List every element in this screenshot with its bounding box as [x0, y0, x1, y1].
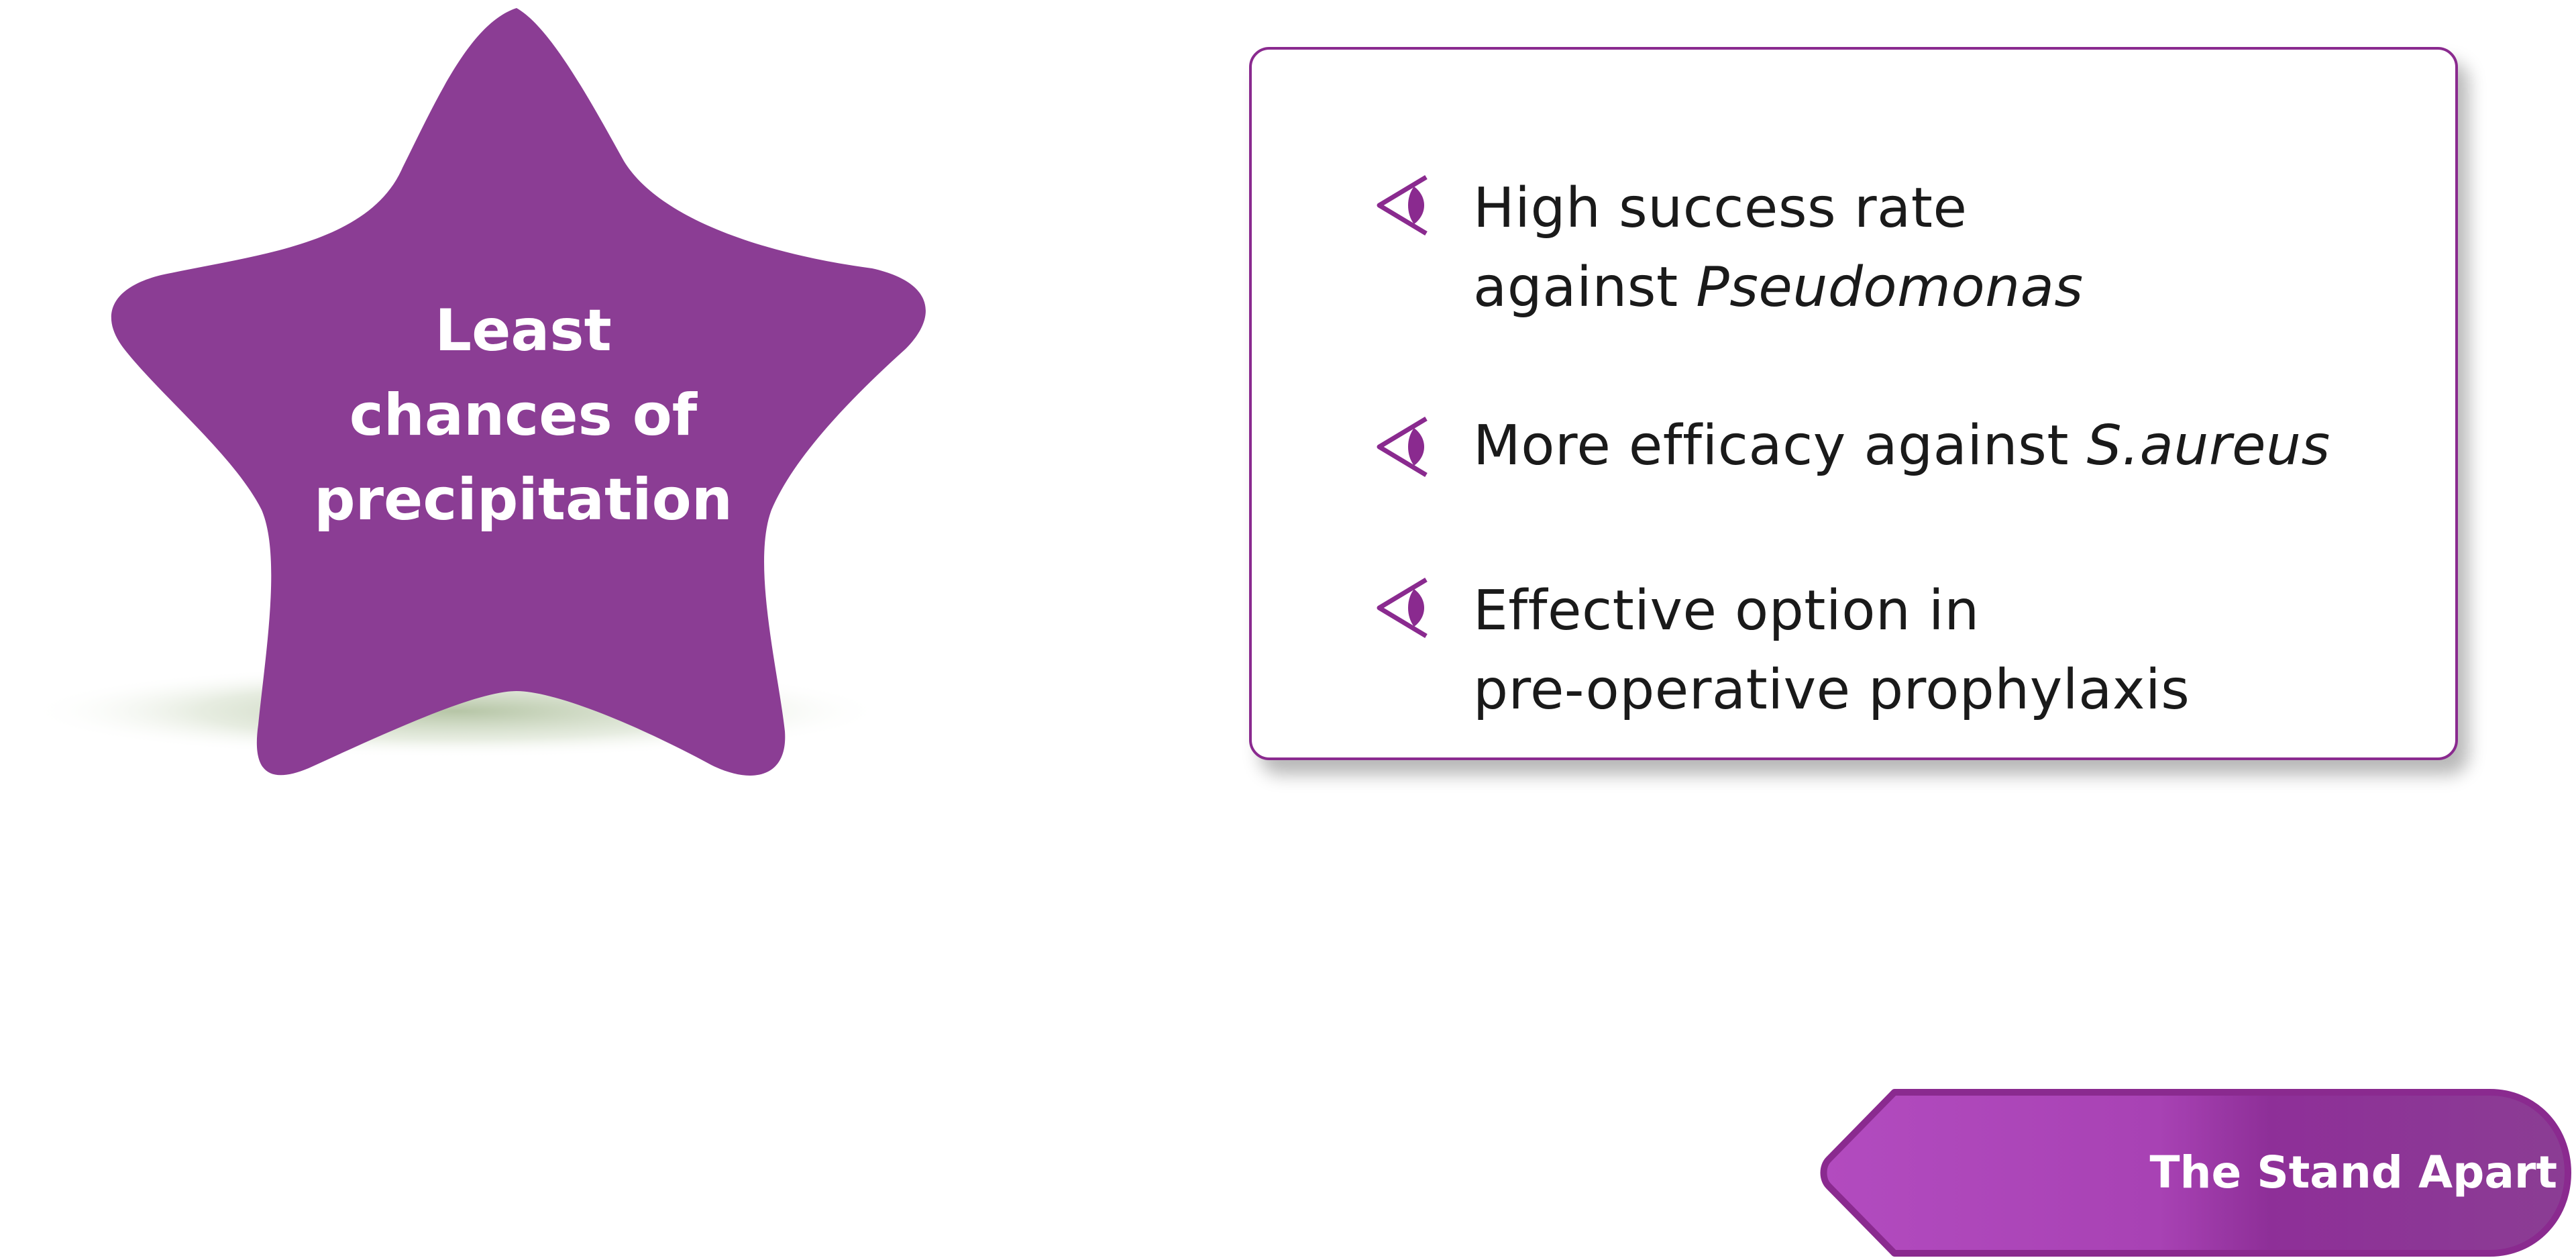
- eye-arrow-icon: [1377, 577, 1428, 639]
- benefit-text: More efficacy against S.aureus: [1473, 407, 2412, 486]
- eye-arrow-icon: [1377, 416, 1428, 478]
- star-caption-line2: chances of: [349, 382, 698, 449]
- benefit-line-italic: S.aureus: [2086, 414, 2330, 478]
- benefit-line: against Pseudomonas: [1473, 248, 2412, 327]
- benefit-line-text: More efficacy against: [1473, 414, 2087, 478]
- tagline-badge: The Stand Apart Antibiotic: [1819, 1087, 2573, 1259]
- benefit-text: Effective option in pre-operative prophy…: [1473, 572, 2412, 730]
- benefit-line-italic: Pseudomonas: [1696, 256, 2084, 319]
- star-body: [111, 8, 926, 776]
- benefit-text: High success rate against Pseudomonas: [1473, 169, 2412, 327]
- benefit-line: High success rate: [1473, 176, 1968, 240]
- benefit-line: pre-operative prophylaxis: [1473, 658, 2190, 722]
- star-badge: Least chances of precipitation: [0, 0, 953, 805]
- tagline-label: The Stand Apart Antibiotic: [2149, 1147, 2557, 1198]
- star-shape: [27, 8, 926, 776]
- star-caption-line1: Least: [435, 297, 612, 364]
- benefit-line: Effective option in: [1473, 579, 1980, 643]
- benefits-panel: High success rate against Pseudomonas Mo…: [1249, 47, 2458, 760]
- eye-arrow-icon: [1377, 174, 1428, 236]
- star-caption-line3: precipitation: [314, 466, 733, 533]
- tagline-badge-shape: [1820, 1089, 2571, 1257]
- star-caption: Least chances of precipitation: [268, 288, 778, 542]
- benefit-line-text: against: [1473, 256, 1697, 319]
- benefit-line: More efficacy against S.aureus: [1473, 407, 2412, 486]
